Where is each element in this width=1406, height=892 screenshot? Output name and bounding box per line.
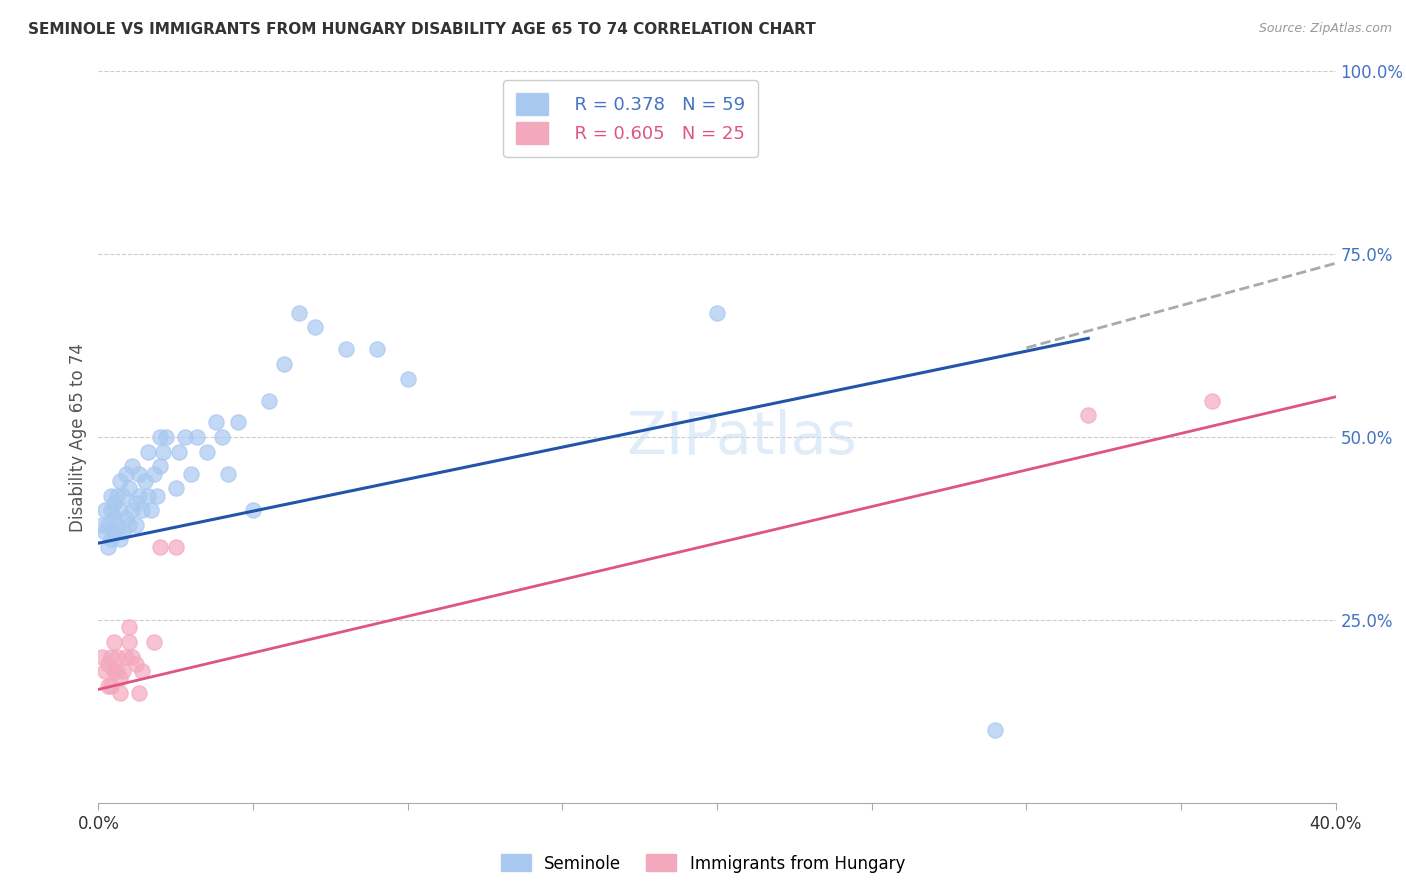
Point bbox=[103, 525, 125, 540]
Point bbox=[186, 430, 208, 444]
Point bbox=[335, 343, 357, 357]
Point bbox=[257, 393, 280, 408]
Point bbox=[1201, 393, 1223, 408]
Point bbox=[131, 664, 153, 678]
Point bbox=[105, 664, 128, 678]
Point bbox=[288, 306, 311, 320]
Point bbox=[108, 474, 131, 488]
Point bbox=[115, 510, 138, 524]
Point bbox=[155, 430, 177, 444]
Point bbox=[103, 510, 125, 524]
Point bbox=[167, 444, 190, 458]
Point bbox=[97, 540, 120, 554]
Point bbox=[108, 533, 131, 547]
Point bbox=[136, 444, 159, 458]
Point bbox=[118, 635, 141, 649]
Point bbox=[103, 635, 125, 649]
Point bbox=[195, 444, 218, 458]
Point bbox=[93, 503, 115, 517]
Point bbox=[152, 444, 174, 458]
Point bbox=[108, 686, 131, 700]
Point bbox=[136, 489, 159, 503]
Legend:   R = 0.378   N = 59,   R = 0.605   N = 25: R = 0.378 N = 59, R = 0.605 N = 25 bbox=[503, 80, 758, 157]
Point bbox=[706, 306, 728, 320]
Point bbox=[366, 343, 388, 357]
Point bbox=[112, 489, 135, 503]
Point bbox=[115, 467, 138, 481]
Point bbox=[131, 503, 153, 517]
Point bbox=[149, 430, 172, 444]
Legend: Seminole, Immigrants from Hungary: Seminole, Immigrants from Hungary bbox=[495, 847, 911, 880]
Point bbox=[273, 357, 295, 371]
Point bbox=[100, 533, 122, 547]
Point bbox=[115, 649, 138, 664]
Point bbox=[128, 686, 150, 700]
Point bbox=[112, 664, 135, 678]
Point bbox=[118, 481, 141, 495]
Point bbox=[242, 503, 264, 517]
Text: SEMINOLE VS IMMIGRANTS FROM HUNGARY DISABILITY AGE 65 TO 74 CORRELATION CHART: SEMINOLE VS IMMIGRANTS FROM HUNGARY DISA… bbox=[28, 22, 815, 37]
Point bbox=[105, 649, 128, 664]
Point bbox=[105, 517, 128, 532]
Point bbox=[134, 474, 156, 488]
Point bbox=[118, 620, 141, 634]
Point bbox=[118, 517, 141, 532]
Text: Source: ZipAtlas.com: Source: ZipAtlas.com bbox=[1258, 22, 1392, 36]
Point bbox=[103, 664, 125, 678]
Point bbox=[105, 489, 128, 503]
Point bbox=[100, 503, 122, 517]
Point bbox=[93, 664, 115, 678]
Point bbox=[984, 723, 1007, 737]
Point bbox=[146, 489, 169, 503]
Point bbox=[396, 371, 419, 385]
Point bbox=[124, 657, 146, 671]
Point bbox=[1077, 408, 1099, 422]
Point bbox=[100, 649, 122, 664]
Point bbox=[124, 517, 146, 532]
Point bbox=[100, 489, 122, 503]
Point bbox=[149, 459, 172, 474]
Point bbox=[108, 672, 131, 686]
Point bbox=[97, 517, 120, 532]
Point bbox=[143, 635, 166, 649]
Point bbox=[90, 649, 112, 664]
Point bbox=[128, 467, 150, 481]
Point bbox=[103, 496, 125, 510]
Point bbox=[121, 503, 143, 517]
Point bbox=[226, 416, 249, 430]
Point bbox=[149, 540, 172, 554]
Point bbox=[304, 320, 326, 334]
Point bbox=[128, 489, 150, 503]
Text: ZIPatlas: ZIPatlas bbox=[626, 409, 858, 466]
Y-axis label: Disability Age 65 to 74: Disability Age 65 to 74 bbox=[69, 343, 87, 532]
Point bbox=[121, 459, 143, 474]
Point bbox=[124, 496, 146, 510]
Point bbox=[205, 416, 228, 430]
Point bbox=[112, 525, 135, 540]
Point bbox=[93, 525, 115, 540]
Point bbox=[143, 467, 166, 481]
Point bbox=[180, 467, 202, 481]
Point bbox=[100, 679, 122, 693]
Point bbox=[121, 649, 143, 664]
Point bbox=[97, 657, 120, 671]
Point bbox=[217, 467, 239, 481]
Point bbox=[108, 503, 131, 517]
Point bbox=[139, 503, 162, 517]
Point bbox=[97, 679, 120, 693]
Point bbox=[90, 517, 112, 532]
Point bbox=[174, 430, 197, 444]
Point bbox=[211, 430, 233, 444]
Point bbox=[165, 481, 187, 495]
Point bbox=[165, 540, 187, 554]
